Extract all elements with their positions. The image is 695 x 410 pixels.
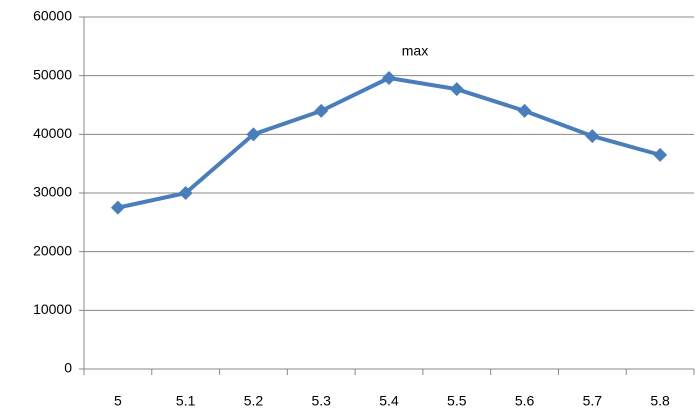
x-tick-label: 5.6	[515, 393, 535, 409]
marker	[449, 82, 464, 97]
line	[117, 76, 661, 210]
marker	[314, 103, 329, 118]
y-tick-label: 50000	[33, 66, 72, 82]
x-tick-label: 5.4	[379, 393, 399, 409]
x-tick-label: 5.7	[583, 393, 603, 409]
y-tick-label: 0	[64, 360, 72, 376]
y-tick-label: 20000	[33, 242, 72, 258]
y-tick-label: 40000	[33, 125, 72, 141]
y-tick-label: 10000	[33, 301, 72, 317]
x-tick-label: 5.2	[244, 393, 264, 409]
marker	[246, 127, 261, 142]
x-tick-label: 5.3	[311, 393, 331, 409]
x-tick-label: 5.5	[447, 393, 467, 409]
marker	[110, 200, 125, 215]
marker	[517, 103, 532, 118]
marker	[585, 129, 600, 144]
x-tick-label: 5	[114, 393, 122, 409]
marker	[653, 147, 668, 162]
x-tick-label: 5.8	[650, 393, 670, 409]
y-tick-label: 60000	[33, 8, 72, 24]
marker	[178, 186, 193, 200]
x-tick-label: 5.1	[176, 393, 196, 409]
marker	[382, 71, 396, 86]
annotation: max	[402, 43, 428, 59]
y-tick-label: 30000	[33, 184, 72, 200]
